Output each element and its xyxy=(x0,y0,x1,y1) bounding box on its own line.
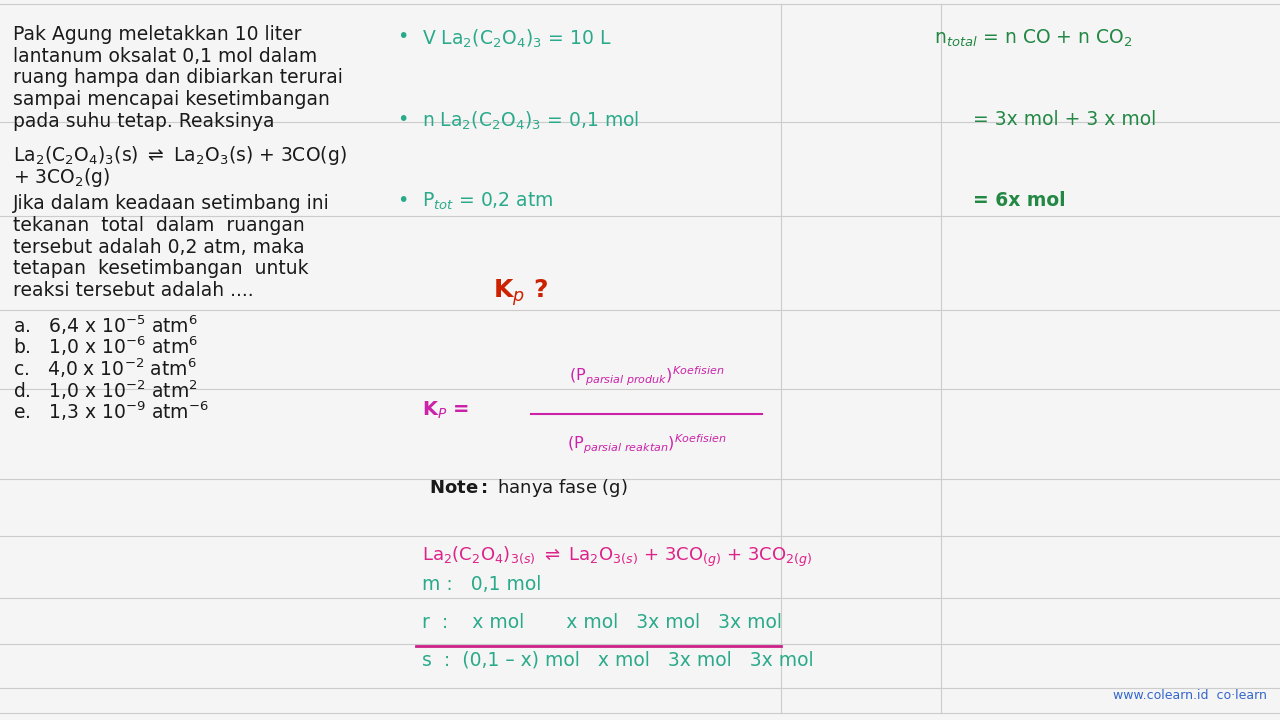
Text: Pak Agung meletakkan 10 liter: Pak Agung meletakkan 10 liter xyxy=(13,25,301,44)
Text: K$_p$ ?: K$_p$ ? xyxy=(493,277,548,308)
Text: c.   4,0 x 10$^{-2}$ atm$^6$: c. 4,0 x 10$^{-2}$ atm$^6$ xyxy=(13,356,197,380)
Text: d.   1,0 x 10$^{-2}$ atm$^2$: d. 1,0 x 10$^{-2}$ atm$^2$ xyxy=(13,378,197,402)
Text: s  :  (0,1 – x) mol   x mol   3x mol   3x mol: s : (0,1 – x) mol x mol 3x mol 3x mol xyxy=(422,650,814,669)
Text: r  :    x mol       x mol   3x mol   3x mol: r : x mol x mol 3x mol 3x mol xyxy=(422,613,782,632)
Text: + 3CO$_2$(g): + 3CO$_2$(g) xyxy=(13,166,110,189)
Text: n La$_2$(C$_2$O$_4$)$_3$ = 0,1 mol: n La$_2$(C$_2$O$_4$)$_3$ = 0,1 mol xyxy=(422,110,640,132)
Text: b.   1,0 x 10$^{-6}$ atm$^6$: b. 1,0 x 10$^{-6}$ atm$^6$ xyxy=(13,335,198,359)
Text: = 3x mol + 3 x mol: = 3x mol + 3 x mol xyxy=(973,110,1156,129)
Text: Jika dalam keadaan setimbang ini: Jika dalam keadaan setimbang ini xyxy=(13,194,329,213)
Text: e.   1,3 x 10$^{-9}$ atm$^{-6}$: e. 1,3 x 10$^{-9}$ atm$^{-6}$ xyxy=(13,400,209,423)
Text: •: • xyxy=(397,27,408,46)
Text: ruang hampa dan dibiarkan terurai: ruang hampa dan dibiarkan terurai xyxy=(13,68,343,87)
Text: La$_2$(C$_2$O$_4$)$_{3(s)}$ $\rightleftharpoons$ La$_2$O$_{3(s)}$ + 3CO$_{(g)}$ : La$_2$(C$_2$O$_4$)$_{3(s)}$ $\rightlefth… xyxy=(422,545,813,570)
Text: n$_{total}$ = n CO + n CO$_2$: n$_{total}$ = n CO + n CO$_2$ xyxy=(934,27,1133,49)
Text: (P$_{parsial\ reaktan}$)$^{Koefisien}$: (P$_{parsial\ reaktan}$)$^{Koefisien}$ xyxy=(567,433,726,456)
Text: reaksi tersebut adalah ....: reaksi tersebut adalah .... xyxy=(13,281,253,300)
Text: www.colearn.id  co·learn: www.colearn.id co·learn xyxy=(1114,689,1267,702)
Text: K$_P$ =: K$_P$ = xyxy=(422,400,470,421)
Text: = 6x mol: = 6x mol xyxy=(973,191,1065,210)
Text: pada suhu tetap. Reaksinya: pada suhu tetap. Reaksinya xyxy=(13,112,274,130)
Text: •: • xyxy=(397,191,408,210)
Text: sampai mencapai kesetimbangan: sampai mencapai kesetimbangan xyxy=(13,90,330,109)
Text: lantanum oksalat 0,1 mol dalam: lantanum oksalat 0,1 mol dalam xyxy=(13,47,317,66)
Text: m :   0,1 mol: m : 0,1 mol xyxy=(422,575,541,593)
Text: La$_2$(C$_2$O$_4$)$_3$(s) $\rightleftharpoons$ La$_2$O$_3$(s) + 3CO(g): La$_2$(C$_2$O$_4$)$_3$(s) $\rightlefthar… xyxy=(13,144,347,167)
Text: tersebut adalah 0,2 atm, maka: tersebut adalah 0,2 atm, maka xyxy=(13,238,305,256)
Text: •: • xyxy=(397,110,408,129)
Text: V La$_2$(C$_2$O$_4$)$_3$ = 10 L: V La$_2$(C$_2$O$_4$)$_3$ = 10 L xyxy=(422,27,612,50)
Text: $\mathbf{Note:}$ hanya fase (g): $\mathbf{Note:}$ hanya fase (g) xyxy=(429,477,627,500)
Text: a.   6,4 x 10$^{-5}$ atm$^6$: a. 6,4 x 10$^{-5}$ atm$^6$ xyxy=(13,313,197,337)
Text: P$_{tot}$ = 0,2 atm: P$_{tot}$ = 0,2 atm xyxy=(422,191,554,212)
Text: (P$_{parsial\ produk}$)$^{Koefisien}$: (P$_{parsial\ produk}$)$^{Koefisien}$ xyxy=(568,365,724,388)
Text: tekanan  total  dalam  ruangan: tekanan total dalam ruangan xyxy=(13,216,305,235)
Text: tetapan  kesetimbangan  untuk: tetapan kesetimbangan untuk xyxy=(13,259,308,278)
